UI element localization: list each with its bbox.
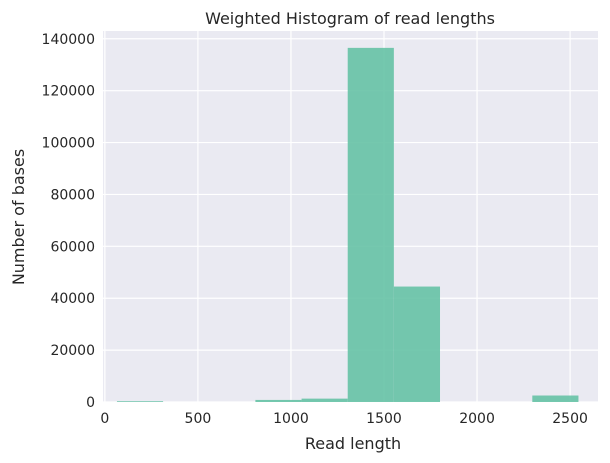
histogram-bar bbox=[532, 395, 579, 402]
y-tick-label: 120000 bbox=[42, 84, 95, 100]
x-tick-label: 2000 bbox=[459, 411, 495, 427]
histogram-bar bbox=[393, 286, 441, 402]
y-tick-label: 140000 bbox=[42, 32, 95, 48]
x-tick-label: 1500 bbox=[366, 411, 402, 427]
histogram-bars bbox=[116, 47, 579, 402]
histogram-bar bbox=[116, 401, 164, 402]
histogram-bar bbox=[301, 398, 348, 402]
y-axis-ticks: 0 20000 40000 60000 80000 100000 120000 140000 bbox=[42, 32, 95, 411]
x-axis-ticks: 0 500 1000 1500 2000 2500 bbox=[100, 411, 588, 427]
y-tick-label: 100000 bbox=[42, 136, 95, 152]
y-axis-label: Number of bases bbox=[9, 149, 28, 285]
x-axis-label: Read length bbox=[305, 434, 401, 453]
x-tick-label: 0 bbox=[100, 411, 109, 427]
y-tick-label: 0 bbox=[86, 395, 95, 411]
y-tick-label: 20000 bbox=[50, 343, 95, 359]
histogram-bar bbox=[255, 399, 302, 402]
x-tick-label: 2500 bbox=[552, 411, 588, 427]
y-tick-label: 40000 bbox=[50, 291, 95, 307]
y-tick-label: 60000 bbox=[50, 239, 95, 255]
chart-title: Weighted Histogram of read lengths bbox=[205, 9, 495, 28]
histogram-bar bbox=[347, 47, 394, 402]
x-tick-label: 1000 bbox=[273, 411, 309, 427]
y-tick-label: 80000 bbox=[50, 187, 95, 203]
x-tick-label: 500 bbox=[185, 411, 212, 427]
